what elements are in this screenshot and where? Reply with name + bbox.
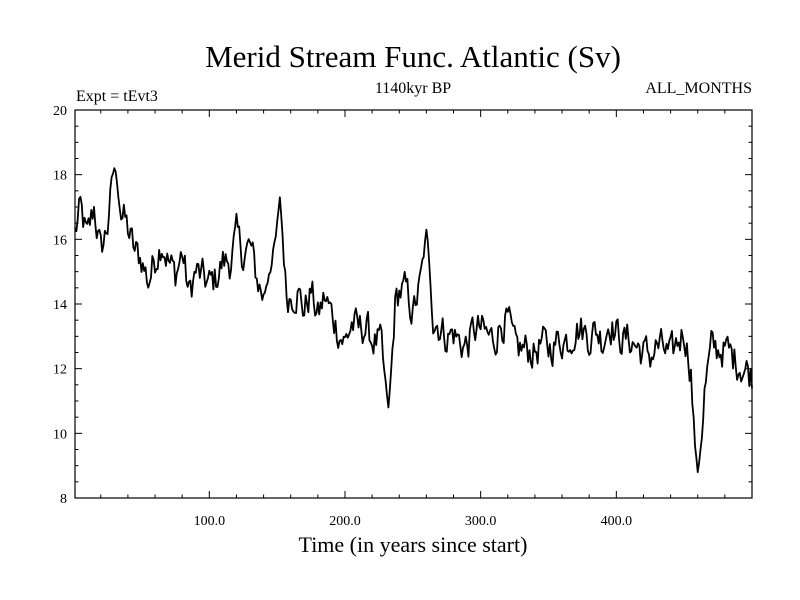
x-tick-label: 200.0 xyxy=(329,514,361,529)
plot-frame xyxy=(74,109,753,499)
x-tick-label: 100.0 xyxy=(194,514,226,529)
y-tick-label: 18 xyxy=(53,169,67,184)
y-axis-tick-labels: 8 10 12 14 16 18 20 xyxy=(53,104,67,507)
y-tick-label: 20 xyxy=(53,104,67,119)
y-tick-label: 14 xyxy=(53,298,67,313)
x-tick-label: 400.0 xyxy=(601,514,633,529)
x-axis-tick-labels: 100.0 200.0 300.0 400.0 xyxy=(194,514,633,529)
chart-title: Merid Stream Func. Atlantic (Sv) xyxy=(205,39,621,74)
period-label: 1140kyr BP xyxy=(375,80,451,97)
y-tick-label: 16 xyxy=(53,233,67,248)
x-axis-label: Time (in years since start) xyxy=(299,532,528,557)
y-tick-label: 12 xyxy=(53,363,67,378)
y-tick-label: 8 xyxy=(60,492,67,507)
experiment-label: Expt = tEvt3 xyxy=(76,88,158,105)
months-label: ALL_MONTHS xyxy=(645,80,752,97)
series-line xyxy=(74,167,753,474)
y-tick-label: 10 xyxy=(53,427,67,442)
x-tick-label: 300.0 xyxy=(465,514,497,529)
